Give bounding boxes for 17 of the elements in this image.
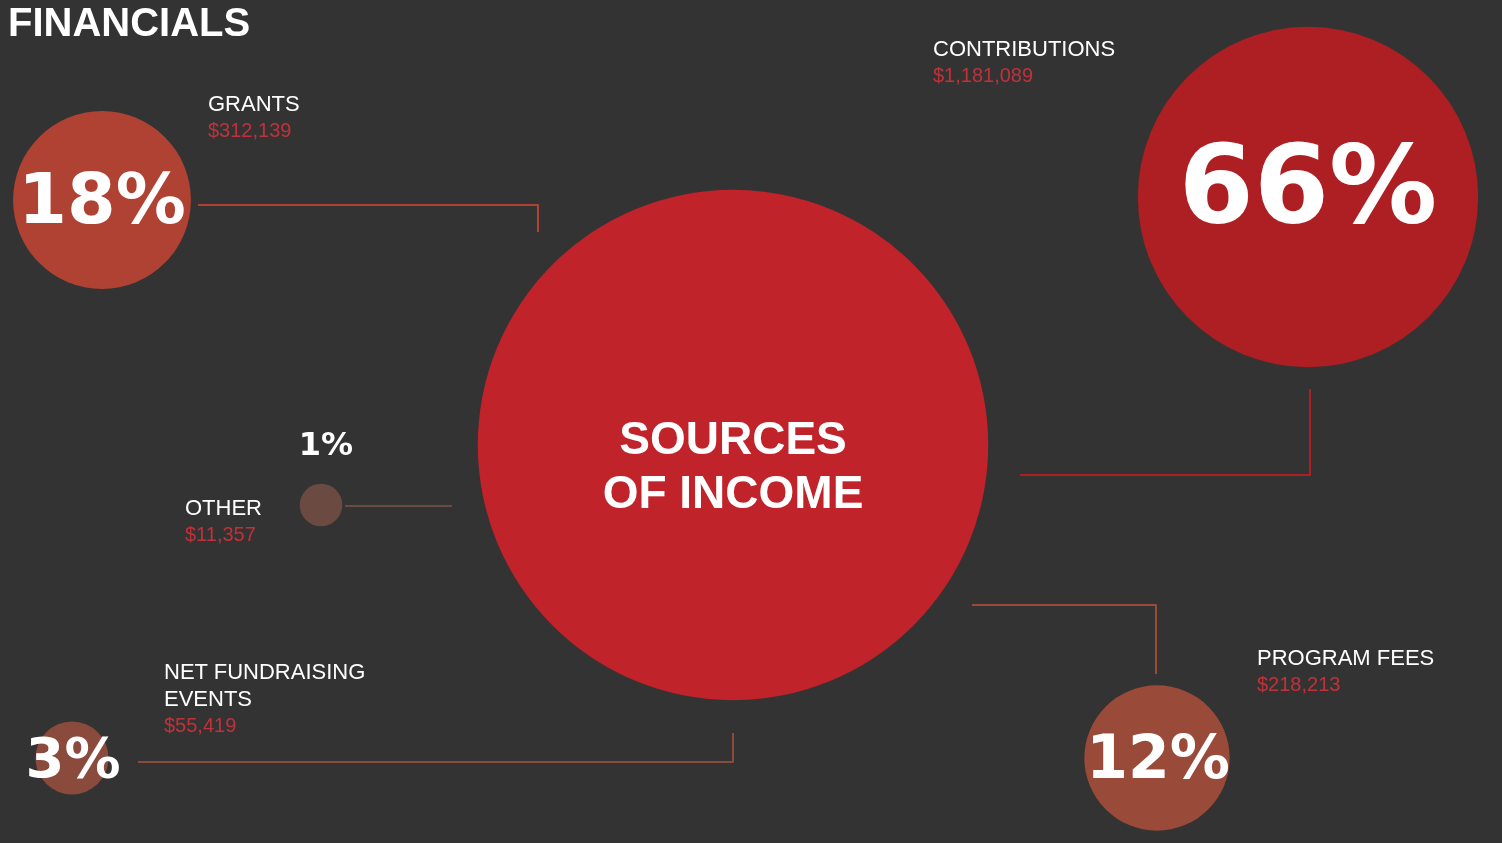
category-label: NET FUNDRAISING EVENTS bbox=[164, 659, 366, 711]
category-label: OTHER bbox=[185, 495, 262, 520]
data-label: 3% bbox=[25, 725, 121, 790]
data-label: 66% bbox=[1178, 122, 1438, 247]
category-label: GRANTS bbox=[208, 91, 300, 116]
data-label: 18% bbox=[18, 158, 186, 240]
text: FINANCIALS bbox=[8, 0, 251, 44]
text: $55,419 bbox=[164, 714, 237, 736]
data-label: 12% bbox=[1086, 722, 1230, 792]
text: SOURCES OF INCOME bbox=[602, 412, 864, 518]
text: $218,213 bbox=[1257, 673, 1341, 695]
category-label: CONTRIBUTIONS bbox=[933, 36, 1116, 61]
text: $11,357 bbox=[185, 523, 256, 545]
category-label: PROGRAM FEES bbox=[1257, 645, 1435, 670]
text: $312,139 bbox=[208, 119, 292, 141]
text: $1,181,089 bbox=[933, 64, 1034, 86]
data-label: 1% bbox=[298, 425, 354, 463]
